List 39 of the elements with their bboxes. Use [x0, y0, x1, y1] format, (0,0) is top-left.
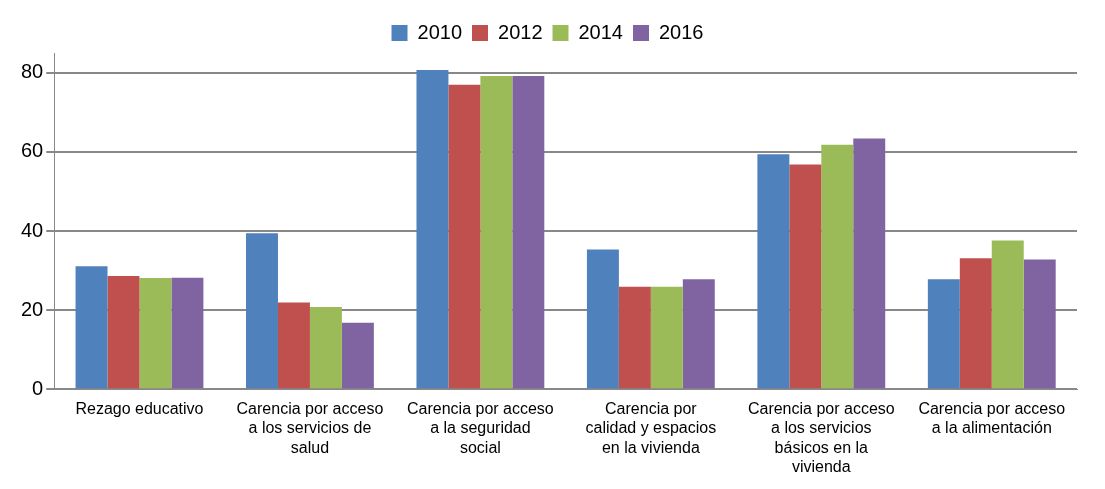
bar [959, 258, 992, 389]
bar [821, 144, 854, 389]
bar [991, 240, 1024, 389]
bar [448, 84, 481, 389]
bar [480, 75, 513, 389]
y-tick-label: 0 [32, 376, 44, 399]
bar [75, 266, 108, 389]
bar [586, 249, 619, 389]
bar [341, 322, 374, 389]
x-tick-label: Carencia por calidad y espacios en la vivienda [585, 400, 717, 456]
x-tick-label: Rezago educativo [75, 400, 204, 418]
legend-label: 2016 [658, 20, 704, 43]
bar [789, 164, 822, 389]
legend-label: 2010 [417, 20, 463, 43]
bar [757, 154, 790, 389]
bar [1023, 259, 1056, 389]
bar [277, 302, 310, 389]
bar [246, 233, 278, 389]
bar [416, 70, 449, 389]
x-tick-label: Carencia por acceso a la alimentación [918, 400, 1066, 437]
bar [139, 278, 172, 389]
x-tick-label: Carencia por acceso a los servicios de salud [236, 400, 384, 456]
y-tick-label: 40 [21, 218, 44, 241]
y-tick-label: 60 [21, 139, 44, 162]
bar [309, 306, 342, 389]
bar [512, 75, 545, 389]
bar [927, 279, 960, 389]
y-tick-label: 20 [21, 297, 44, 320]
x-tick-label: Carencia por acceso a la seguridad social [407, 400, 554, 456]
bar [618, 286, 651, 389]
x-tick-label: Carencia por acceso a los servicios básicos en la vivienda [747, 400, 895, 475]
bar [171, 277, 204, 389]
legend-label: 2014 [578, 20, 623, 43]
bar [650, 286, 683, 389]
y-tick-label: 80 [21, 60, 44, 83]
bar [853, 138, 886, 389]
bar [107, 276, 140, 389]
legend-label: 2012 [498, 20, 543, 43]
bar [682, 279, 715, 389]
